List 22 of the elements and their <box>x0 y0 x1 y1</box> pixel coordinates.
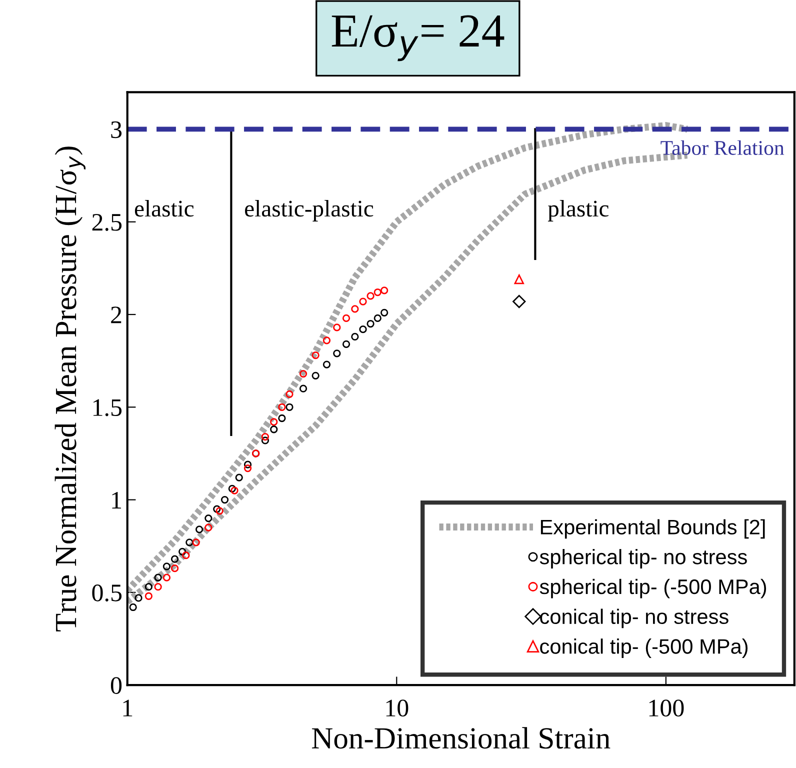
y-tick-label: 2 <box>111 306 122 324</box>
y-axis-title: True Normalized Mean Pressure (H/σ$_{y}$) <box>54 146 86 632</box>
y-tick-label: 0 <box>110 677 122 694</box>
y-tick-label: 1.5 <box>93 399 122 416</box>
y-tick-label: 1 <box>112 492 121 508</box>
x-axis-title: Non-Dimensional Strain <box>312 727 610 749</box>
y-tick-label: 0.5 <box>92 584 122 602</box>
annotation: elastic-plastic <box>245 200 374 222</box>
legend-label: spherical tip- (-500 MPa) <box>540 578 766 598</box>
annotation: elastic <box>134 200 194 217</box>
y-tick-label: 2.5 <box>92 214 122 231</box>
chart-title: E/σ$_{y}$= 24 <box>332 15 504 62</box>
legend-label: conical tip- (-500 MPa) <box>540 638 748 658</box>
y-tick-label: 3 <box>111 121 122 138</box>
x-tick-label: 1 <box>123 700 132 716</box>
x-tick-label: 10 <box>386 700 408 717</box>
legend-label: Experimental Bounds [2] <box>540 519 765 539</box>
legend-label: spherical tip- no stress <box>540 549 747 568</box>
legend-label: conical tip- no stress <box>540 608 728 628</box>
x-tick-label: 100 <box>649 700 684 717</box>
annotation: plastic <box>548 200 609 222</box>
ref-line-label: Tabor Relation <box>660 140 784 155</box>
